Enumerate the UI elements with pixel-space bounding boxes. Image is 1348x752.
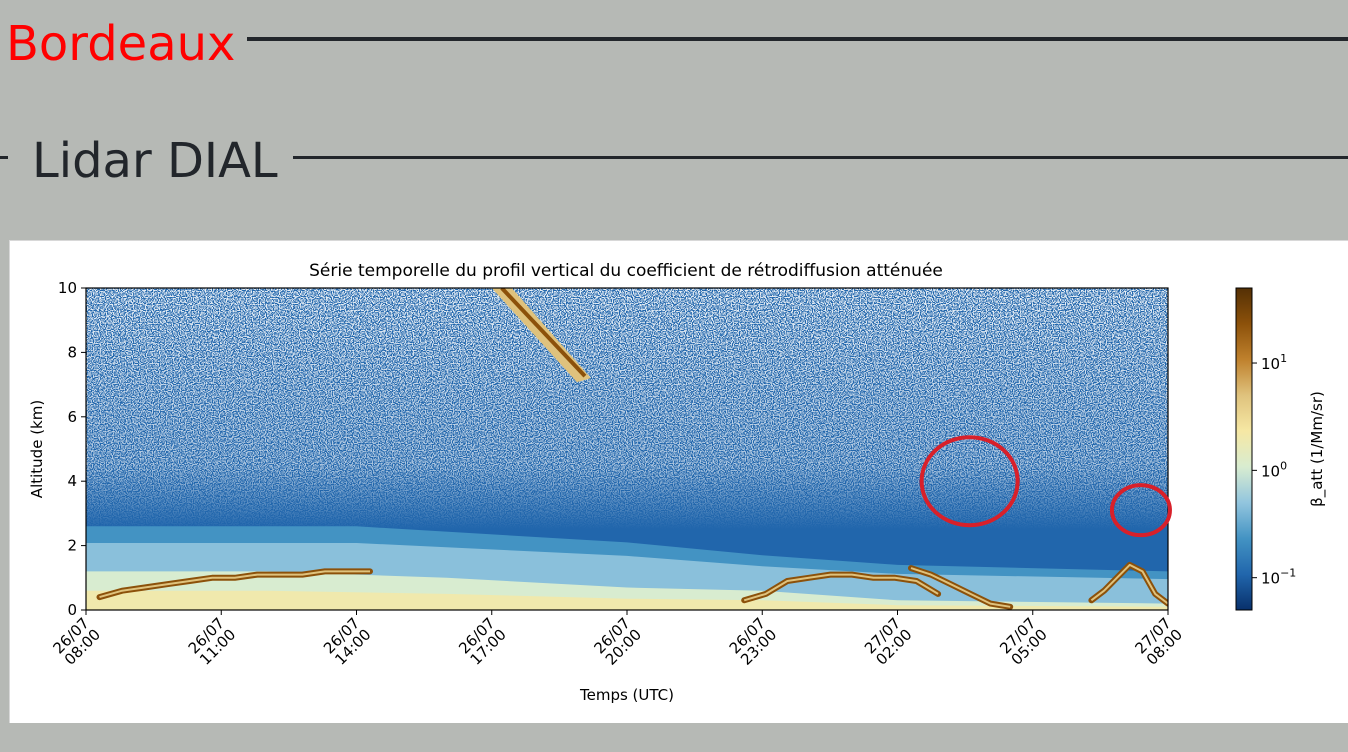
colorbar-tick-label: 100 bbox=[1261, 459, 1287, 480]
chart-panel: Série temporelle du profil vertical du c… bbox=[9, 240, 1348, 723]
section-title: Lidar DIAL bbox=[32, 133, 278, 189]
lidar-chart: Série temporelle du profil vertical du c… bbox=[28, 261, 1327, 704]
colorbar-gradient bbox=[1235, 287, 1253, 611]
cloud-edge-2 bbox=[910, 567, 1011, 608]
annotation-circle-1 bbox=[919, 435, 1020, 528]
y-tick-label: 6 bbox=[67, 408, 77, 426]
cloud-edge-1 bbox=[743, 573, 939, 602]
colorbar-label: β_att (1/Mm/sr) bbox=[1308, 391, 1327, 507]
site-title: Bordeaux bbox=[6, 16, 236, 72]
colorbar-tick-label: 101 bbox=[1261, 352, 1287, 373]
y-tick-label: 0 bbox=[67, 601, 77, 619]
x-axis-label: Temps (UTC) bbox=[579, 686, 674, 704]
y-tick-label: 10 bbox=[58, 279, 77, 297]
annotations bbox=[919, 435, 1172, 538]
section-divider bbox=[293, 156, 1348, 159]
section-divider-left bbox=[0, 156, 8, 159]
colorbar: 101 100 10−1 β_att (1/Mm/sr) bbox=[1235, 287, 1327, 611]
colorbar-tick-label: 10−1 bbox=[1261, 567, 1296, 588]
surface-aerosol bbox=[86, 590, 1168, 610]
y-tick-label: 4 bbox=[67, 472, 77, 490]
plot-area bbox=[86, 288, 1168, 610]
y-axis-label: Altitude (km) bbox=[28, 400, 46, 498]
cirrus-core-0 bbox=[500, 288, 587, 378]
cloud-edge-0 bbox=[99, 570, 370, 599]
y-tick-label: 8 bbox=[67, 343, 77, 361]
cloud-edge-3 bbox=[1090, 563, 1168, 605]
title-divider bbox=[247, 37, 1348, 41]
chart-title: Série temporelle du profil vertical du c… bbox=[309, 261, 943, 281]
y-tick-label: 2 bbox=[67, 537, 77, 555]
annotation-circle-2 bbox=[1109, 483, 1172, 538]
y-axis: 0 2 4 6 8 10 bbox=[58, 279, 86, 619]
